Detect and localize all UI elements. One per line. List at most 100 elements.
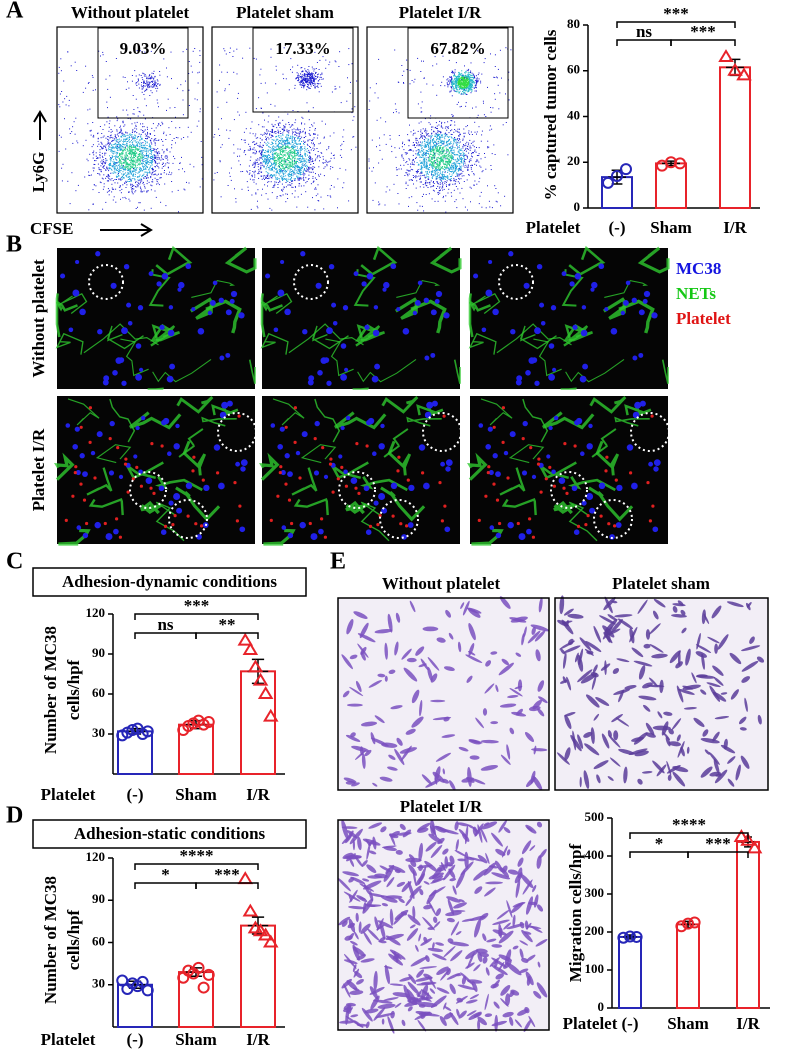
flow-dot xyxy=(476,161,477,162)
flow-dot xyxy=(136,153,137,154)
flow-dot xyxy=(434,150,435,151)
flow-dot xyxy=(413,155,414,156)
flow-dot xyxy=(139,153,140,154)
flow-dot xyxy=(430,141,431,142)
flow-dot xyxy=(107,144,108,145)
flow-dot xyxy=(420,131,421,132)
flow-dot xyxy=(91,135,92,136)
flow-dot xyxy=(297,129,298,130)
flow-dot xyxy=(249,174,250,175)
flow-dot xyxy=(326,164,327,165)
flow-dot xyxy=(123,144,124,145)
flow-dot xyxy=(123,150,124,151)
flow-dot xyxy=(222,144,223,145)
flow-dot xyxy=(451,129,452,130)
flow-dot xyxy=(267,182,268,183)
flow-dot xyxy=(122,154,123,155)
flow-dot xyxy=(149,171,150,172)
flow-dot xyxy=(154,171,155,172)
flow-dot xyxy=(91,130,92,131)
flow-dot xyxy=(285,164,286,165)
flow-dot xyxy=(178,211,179,212)
flow-dot xyxy=(262,159,263,160)
flow-dot xyxy=(451,152,452,153)
flow-dot xyxy=(262,165,263,166)
flow-dot xyxy=(283,151,284,152)
flow-dot xyxy=(145,86,146,87)
flow-dot xyxy=(329,161,330,162)
flow-dot xyxy=(406,183,407,184)
flow-dot xyxy=(297,165,298,166)
flow-dot xyxy=(280,173,281,174)
flow-dot xyxy=(133,174,134,175)
flow-dot xyxy=(126,187,127,188)
flow-dot xyxy=(296,163,297,164)
flow-dot xyxy=(291,177,292,178)
flow-dot xyxy=(105,158,106,159)
flow-dot xyxy=(100,56,101,57)
flow-dot xyxy=(133,189,134,190)
flow-dot xyxy=(291,174,292,175)
flow-dot xyxy=(228,138,229,139)
flow-dot xyxy=(165,155,166,156)
flow-dot xyxy=(125,132,126,133)
flow-dot xyxy=(409,125,410,126)
flow-dot xyxy=(272,139,273,140)
flow-dot xyxy=(468,130,469,131)
flow-dot xyxy=(298,173,299,174)
flow-dot xyxy=(137,184,138,185)
flow-dot xyxy=(284,126,285,127)
flow-dot xyxy=(113,165,114,166)
flow-dot xyxy=(313,150,314,151)
flow-dot xyxy=(437,132,438,133)
flow-dot xyxy=(280,157,281,158)
flow-dot xyxy=(136,162,137,163)
flow-dot xyxy=(129,153,130,154)
flow-dot xyxy=(459,163,460,164)
flow-dot xyxy=(314,149,315,150)
flow-dot xyxy=(450,141,451,142)
flow-dot xyxy=(85,66,86,67)
flow-dot xyxy=(142,156,143,157)
flow-dot xyxy=(465,145,466,146)
flow-dot xyxy=(433,143,434,144)
flow-dot xyxy=(116,154,117,155)
flow-dot xyxy=(428,158,429,159)
flow-dot xyxy=(305,153,306,154)
flow-dot xyxy=(432,140,433,141)
flow-dot xyxy=(266,129,267,130)
flow-dot xyxy=(253,162,254,163)
flow-dot xyxy=(272,150,273,151)
flow-dot xyxy=(167,162,168,163)
flow-dot xyxy=(451,178,452,179)
flow-dot xyxy=(260,145,261,146)
flow-dot xyxy=(140,136,141,137)
flow-dot xyxy=(151,174,152,175)
flow-dot xyxy=(439,149,440,150)
flow-dot xyxy=(152,82,153,83)
flow-dot xyxy=(132,81,133,82)
flow-dot xyxy=(217,172,218,173)
flow-dot xyxy=(287,134,288,135)
flow-dot xyxy=(405,162,406,163)
flow-dot xyxy=(160,125,161,126)
flow-dot xyxy=(352,137,353,138)
flow-dot xyxy=(132,129,133,130)
flow-dot xyxy=(438,164,439,165)
flow-dot xyxy=(446,182,447,183)
flow-dot xyxy=(282,120,283,121)
flow-dot xyxy=(141,139,142,140)
flow-dot xyxy=(440,138,441,139)
flow-dot xyxy=(289,150,290,151)
flow-dot xyxy=(296,135,297,136)
flow-dot xyxy=(236,49,237,50)
flow-dot xyxy=(234,188,235,189)
flow-dot xyxy=(301,67,302,68)
flow-dot xyxy=(109,165,110,166)
flow-dot xyxy=(147,180,148,181)
flow-dot xyxy=(306,159,307,160)
flow-dot xyxy=(262,156,263,157)
flow-dot xyxy=(291,166,292,167)
flow-dot xyxy=(288,122,289,123)
flow-dot xyxy=(300,85,301,86)
